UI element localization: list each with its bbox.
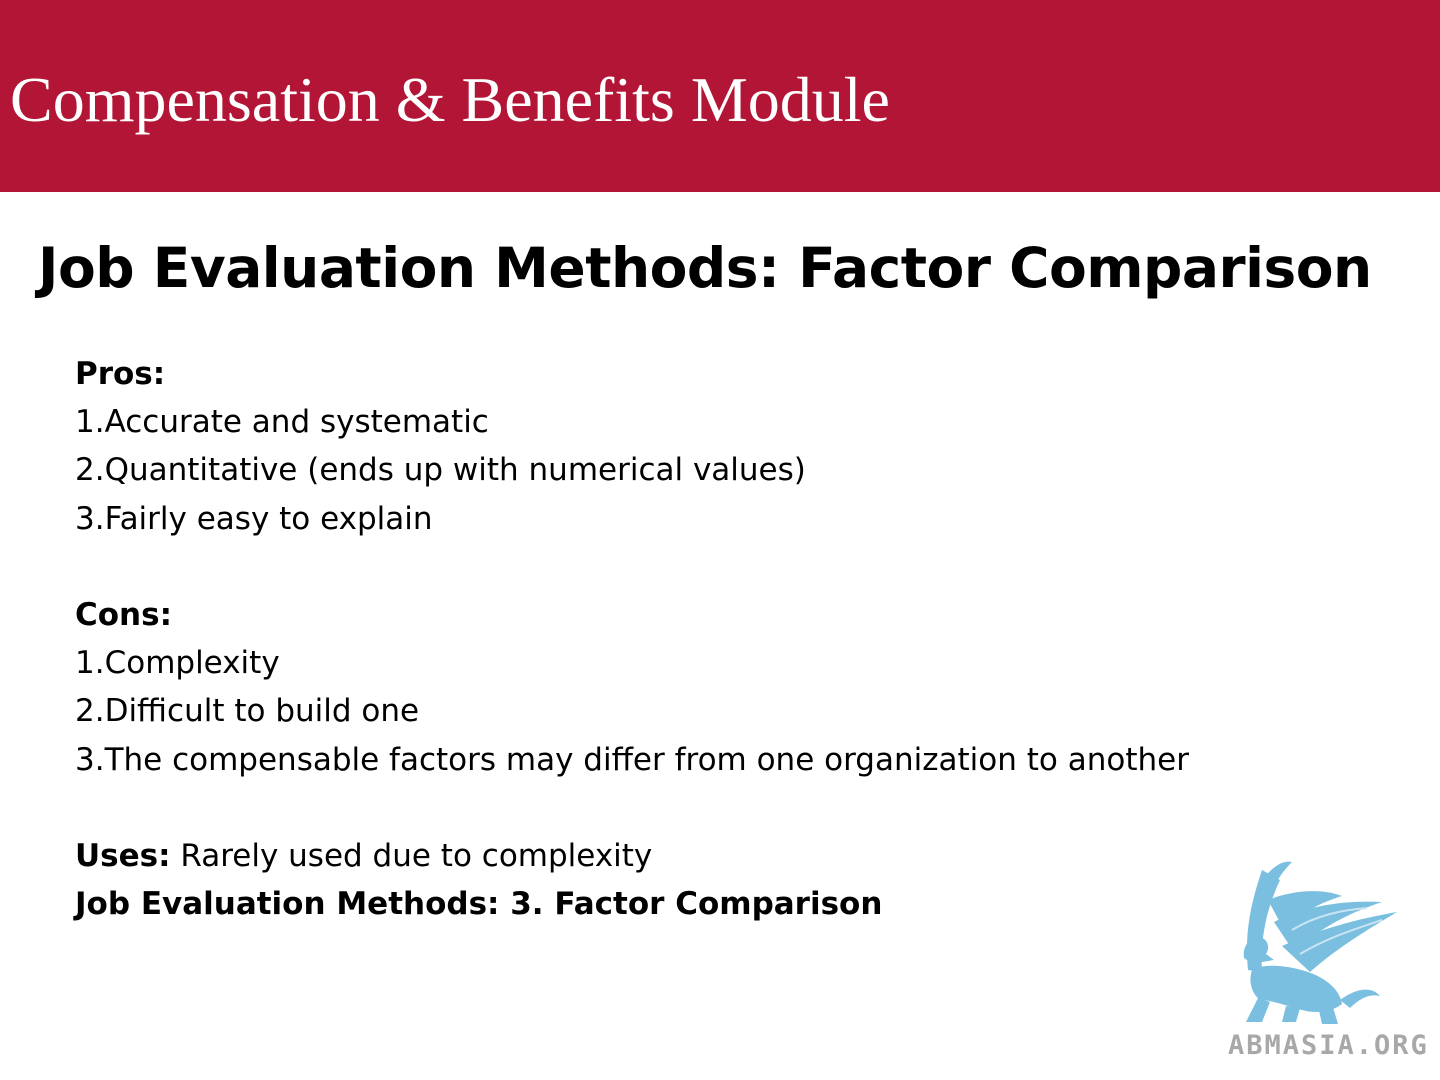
- slide-body: Pros: 1.Accurate and systematic 2.Quanti…: [75, 350, 1275, 928]
- pros-item-3: 3.Fairly easy to explain: [75, 500, 433, 537]
- cons-item-3: 3.The compensable factors may differ fro…: [75, 741, 1189, 778]
- spacer: [75, 543, 1275, 591]
- cons-heading: Cons:: [75, 597, 172, 633]
- slide-title: Job Evaluation Methods: Factor Compariso…: [38, 236, 1372, 300]
- pros-item-1: 1.Accurate and systematic: [75, 404, 489, 441]
- uses-label: Uses:: [75, 838, 171, 874]
- spacer: [75, 784, 1275, 832]
- footer-line: Job Evaluation Methods: 3. Factor Compar…: [75, 886, 883, 923]
- cons-item-1: 1.Complexity: [75, 645, 280, 682]
- uses-line: Uses: Rarely used due to complexity: [75, 832, 1275, 880]
- header-band: Compensation & Benefits Module: [0, 0, 1440, 192]
- pros-heading: Pros:: [75, 356, 166, 392]
- module-title: Compensation & Benefits Module: [10, 64, 890, 135]
- pros-item-2: 2.Quantitative (ends up with numerical v…: [75, 452, 806, 489]
- uses-text: Rarely used due to complexity: [170, 838, 653, 874]
- cons-item-2: 2.Difficult to build one: [75, 693, 420, 730]
- logo-wordmark: ABMASIA.ORG: [1228, 1030, 1429, 1061]
- griffin-logo-icon: [1243, 861, 1397, 1024]
